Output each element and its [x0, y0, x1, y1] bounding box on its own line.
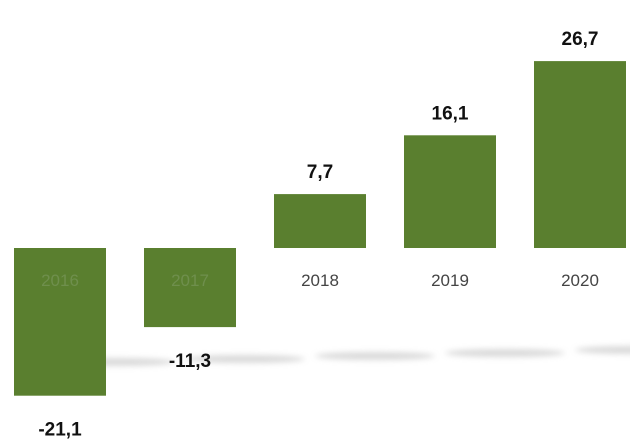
bar-2016: [14, 248, 106, 396]
category-label-2018: 2018: [301, 271, 339, 290]
bar-2017: [144, 248, 236, 328]
category-labels: 2016 2017 2018 2019 2020: [41, 271, 599, 290]
bar-2018: [274, 194, 366, 248]
bars-group: [14, 61, 626, 396]
value-labels: -21,1 -11,3 7,7 16,1 26,7: [38, 29, 598, 441]
bar-shadow: [315, 352, 435, 360]
bar-shadow: [185, 355, 305, 363]
value-label-2019: 16,1: [432, 103, 469, 124]
bar-2019: [404, 135, 496, 248]
value-label-2018: 7,7: [307, 162, 333, 183]
bar-shadow: [445, 349, 565, 357]
value-label-2016: -21,1: [38, 420, 82, 441]
category-label-2019: 2019: [431, 271, 469, 290]
floor-reflection: [55, 346, 630, 366]
category-label-2016: 2016: [41, 271, 79, 290]
category-label-2020: 2020: [561, 271, 599, 290]
bar-2020: [534, 61, 626, 248]
category-label-2017: 2017: [171, 271, 209, 290]
value-label-2017: -11,3: [169, 351, 211, 372]
bar-shadow: [575, 346, 630, 354]
value-label-2020: 26,7: [562, 29, 599, 50]
